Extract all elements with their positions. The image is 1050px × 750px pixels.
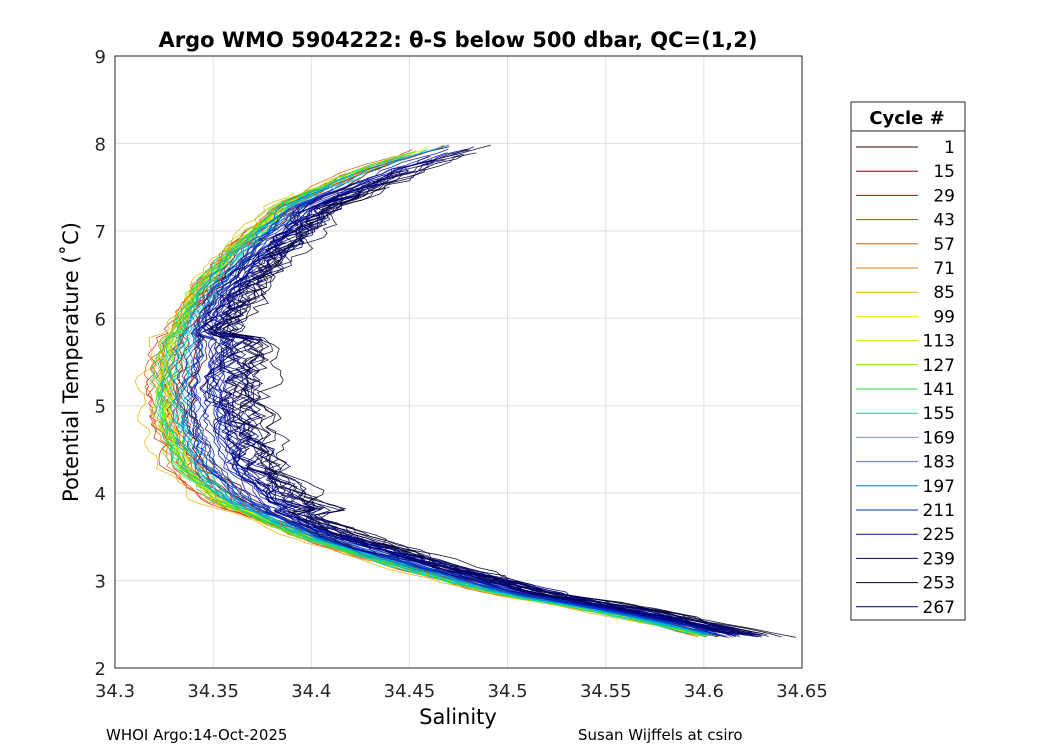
profile-cycle-267 [213,170,748,636]
profile-cycle-239 [196,186,733,638]
x-tick-label: 34.35 [187,681,239,702]
x-tick-label: 34.45 [384,681,436,702]
legend-label-113: 113 [923,332,955,352]
y-tick-label: 9 [95,47,106,68]
profile-cycle-239 [216,153,745,636]
y-tick-label: 7 [95,222,106,243]
legend-label-1: 1 [944,138,955,158]
legend-label-71: 71 [933,259,955,279]
legend-label-15: 15 [933,162,955,182]
footer-left: WHOI Argo:14-Oct-2025 [106,726,288,744]
profile-cycle-211 [185,195,727,638]
profile-cycle-225 [199,148,730,635]
profile-cycle-211 [193,192,718,636]
legend-label-99: 99 [933,307,955,327]
profile-cycle-169 [155,187,691,635]
y-tick-label: 6 [95,309,106,330]
legend-label-239: 239 [923,549,955,569]
footer-right: Susan Wijffels at csiro [578,726,743,744]
x-tick-labels: 34.3 34.35 34.4 34.45 34.5 34.55 34.6 34.65 [95,681,828,702]
profile-cycle-211 [190,193,717,636]
x-tick-label: 34.4 [291,681,331,702]
profile-cycle-267 [213,159,762,637]
x-axis-label: Salinity [419,705,497,729]
profile-cycle-197 [185,189,727,637]
legend-label-225: 225 [923,525,955,545]
legend-label-155: 155 [923,404,955,424]
series-layer [134,144,796,638]
legend-label-183: 183 [923,453,955,473]
legend-box [850,101,966,621]
profile-cycle-183 [160,175,706,635]
legend-label-29: 29 [933,186,955,206]
profile-cycle-267 [199,155,758,638]
y-tick-label: 2 [95,659,106,680]
profile-cycle-197 [172,144,711,635]
y-axis-label: Potential Temperature (˚C) [59,222,83,502]
y-tick-label: 3 [95,572,106,593]
legend-label-267: 267 [923,598,955,618]
legend-label-43: 43 [933,211,955,231]
y-tick-label: 8 [95,134,106,155]
plot-frame [114,55,803,669]
profile-cycle-239 [203,183,733,635]
x-tick-label: 34.6 [684,681,724,702]
legend-label-141: 141 [923,380,955,400]
legend: Cycle # 1 15 29 43 57 71 85 99 113 127 141 155 169 18… [850,101,966,621]
x-tick-label: 34.3 [95,681,135,702]
legend-label-57: 57 [933,235,955,255]
profile-cycle-169 [176,145,714,636]
legend-label-197: 197 [923,477,955,497]
profile-cycle-85 [134,193,693,636]
legend-items: 1 15 29 43 57 71 85 99 113 127 141 155 169 183 197 211 2… [856,138,955,618]
legend-label-169: 169 [923,428,955,448]
profile-cycle-267 [218,168,762,638]
x-tick-label: 34.5 [488,681,528,702]
y-tick-label: 4 [95,484,106,505]
legend-label-85: 85 [933,283,955,303]
y-tick-label: 5 [95,397,106,418]
profile-cycle-57 [143,155,698,638]
legend-label-127: 127 [923,356,955,376]
profile-cycle-155 [154,189,701,636]
legend-label-253: 253 [923,574,955,594]
x-tick-label: 34.55 [580,681,632,702]
chart-title: Argo WMO 5904222: θ-S below 500 dbar, QC… [159,28,758,52]
legend-label-211: 211 [923,501,955,521]
legend-title: Cycle # [869,108,944,129]
x-tick-label: 34.65 [776,681,828,702]
y-tick-labels: 2 3 4 5 6 7 8 9 [95,47,106,680]
